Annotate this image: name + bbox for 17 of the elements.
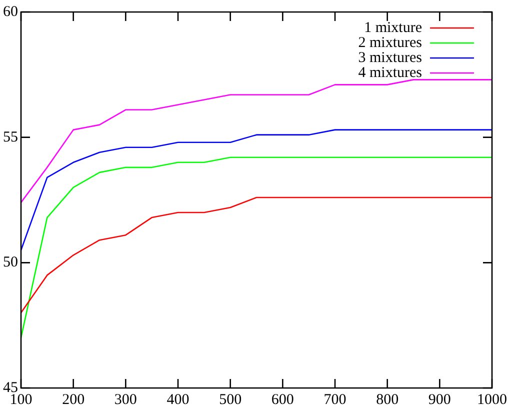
legend-label: 1 mixture [364,20,422,36]
legend-label: 3 mixtures [358,50,422,66]
x-tick-label: 100 [10,392,32,408]
x-tick-label: 300 [114,392,137,408]
x-tick-label: 400 [166,392,190,408]
legend-label: 4 mixtures [358,64,422,81]
legend-label: 2 mixtures [358,34,422,51]
x-tick-label: 200 [62,392,85,408]
y-tick-label: 55 [3,129,18,146]
x-tick-label: 500 [219,392,242,408]
x-tick-label: 900 [428,392,451,408]
x-tick-label: 800 [376,392,399,408]
x-tick-label: 1000 [477,392,507,408]
x-tick-label: 600 [271,392,294,408]
x-tick-label: 700 [324,392,346,408]
y-tick-label: 50 [3,254,18,271]
y-tick-label: 60 [3,4,18,20]
